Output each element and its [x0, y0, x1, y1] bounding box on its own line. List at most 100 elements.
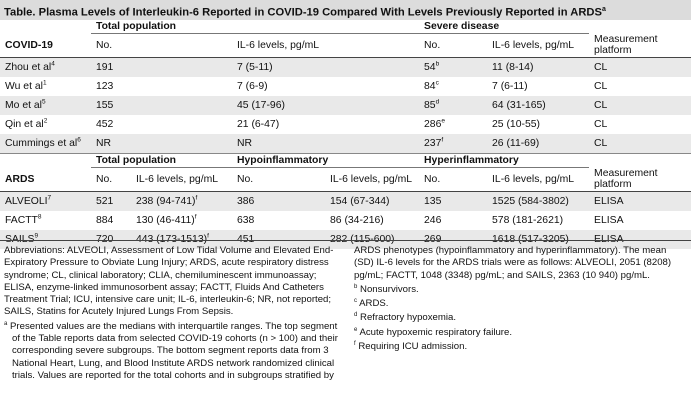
footnote-c: c ARDS.	[354, 298, 688, 310]
platform: ELISA	[594, 215, 624, 226]
reference-mark: 8	[37, 213, 42, 221]
reference-mark: 1	[42, 79, 47, 87]
total-il6: 7 (6-9)	[237, 81, 268, 92]
table-row: ALVEOLI7 521 238 (94-741)f 386 154 (67-3…	[0, 191, 691, 211]
footnote-mark: c	[435, 79, 439, 87]
covid-label: COVID-19	[5, 39, 53, 51]
footnote-a: a Presented values are the medians with …	[4, 321, 342, 382]
footnote-a-text: Presented values are the medians with in…	[10, 320, 338, 381]
footnote-mark: f	[207, 232, 209, 240]
total-il6: NR	[232, 134, 420, 154]
severe-il6: 7 (6-11)	[492, 81, 528, 92]
covid-severe-no-header: No.	[424, 40, 441, 51]
platform: CL	[589, 134, 691, 154]
footnote-mark: f	[194, 213, 197, 221]
ards-hyperinflammatory-header: Hyperinflammatory	[419, 153, 590, 168]
platform: ELISA	[589, 191, 691, 211]
footnote-c-text: ARDS.	[359, 298, 389, 310]
footnote-e-text: Acute hypoxemic respiratory failure.	[359, 326, 512, 338]
hyper-no: 269	[419, 230, 488, 249]
footnote-mark: f	[441, 136, 444, 144]
covid-total-population-header: Total population	[91, 20, 420, 34]
footnote-mark: e	[441, 117, 445, 125]
footnote-mark: f	[195, 194, 198, 202]
footnote-b-mark: b	[354, 283, 358, 290]
table-notes: Abbreviations: ALVEOLI, Assessment of Lo…	[0, 240, 691, 381]
platform: CL	[589, 57, 691, 77]
platform: ELISA	[589, 230, 691, 249]
total-il6: 443 (173-1513)	[136, 234, 208, 245]
footnote-a-mark: a	[4, 320, 8, 327]
footnote-d-mark: d	[354, 312, 358, 319]
severe-no: 237	[424, 138, 442, 149]
platform: CL	[594, 81, 608, 92]
ards-hyper-il6-header: IL-6 levels, pg/mL	[492, 174, 575, 185]
table-row: Wu et al1 123 7 (6-9) 84c 7 (6-11) CL	[0, 77, 691, 96]
covid-group-header: Total population Severe disease	[0, 20, 691, 34]
title-text: Table. Plasma Levels of Interleukin-6 Re…	[4, 6, 602, 19]
footnote-b-text: Nonsurvivors.	[360, 283, 419, 295]
footnote-c-mark: c	[354, 298, 357, 304]
footnote-f: f Requiring ICU admission.	[354, 341, 688, 353]
table-title: Table. Plasma Levels of Interleukin-6 Re…	[0, 0, 691, 20]
ards-total-population-header: Total population	[91, 153, 232, 168]
covid-total-no-header: No.	[96, 40, 113, 51]
hyper-il6: 578 (181-2621)	[492, 215, 564, 226]
covid-platform-header: Measurement platform	[594, 34, 658, 57]
hyper-il6: 1525 (584-3802)	[487, 191, 590, 211]
ards-label: ARDS	[5, 173, 35, 185]
total-il6: 130 (46-411)	[136, 215, 195, 226]
total-il6: 45 (17-96)	[232, 96, 420, 115]
hypo-no: 638	[237, 215, 255, 226]
study-name: FACTT	[5, 215, 38, 226]
covid-total-il6-header: IL-6 levels, pg/mL	[237, 40, 320, 51]
abbreviations-note: Abbreviations: ALVEOLI, Assessment of Lo…	[4, 245, 334, 318]
footnote-mark: b	[435, 60, 440, 68]
table-row: Mo et al5 155 45 (17-96) 85d 64 (31-165)…	[0, 96, 691, 115]
hypo-il6: 86 (34-216)	[330, 215, 384, 226]
hyper-no: 135	[419, 191, 488, 211]
hypo-no: 451	[232, 230, 325, 249]
covid-column-header: COVID-19 No. IL-6 levels, pg/mL No. IL-6…	[0, 34, 691, 58]
total-no: 521	[91, 191, 131, 211]
severe-no: 85	[424, 100, 436, 111]
notes-right-column: ARDS phenotypes (hypoinflammatory and hy…	[354, 245, 688, 355]
il6-table: Total population Severe disease COVID-19…	[0, 20, 691, 249]
severe-il6: 64 (31-165)	[487, 96, 590, 115]
hypo-il6: 154 (67-344)	[325, 191, 420, 211]
reference-mark: 7	[47, 194, 52, 202]
total-il6: 7 (5-11)	[232, 57, 420, 77]
table-row: SAILS9 720 443 (173-1513)f 451 282 (115-…	[0, 230, 691, 249]
reference-mark: 6	[77, 136, 81, 144]
study-name: ALVEOLI	[5, 196, 48, 207]
footnote-d-text: Refractory hypoxemia.	[360, 312, 456, 324]
hypo-il6: 282 (115-600)	[325, 230, 420, 249]
footnote-f-text: Requiring ICU admission.	[358, 341, 468, 353]
severe-no: 54	[424, 62, 436, 73]
severe-il6: 25 (10-55)	[492, 119, 540, 130]
ards-platform-header: Measurement platform	[594, 168, 658, 191]
hyper-no: 246	[424, 215, 442, 226]
ards-total-no-header: No.	[96, 174, 113, 185]
total-no: 884	[96, 215, 114, 226]
total-no: 191	[91, 57, 232, 77]
total-no: 155	[91, 96, 232, 115]
ards-total-il6-header: IL-6 levels, pg/mL	[136, 174, 219, 185]
footnote-d: d Refractory hypoxemia.	[354, 312, 688, 324]
total-no: 720	[91, 230, 131, 249]
reference-mark: 2	[43, 117, 48, 125]
total-il6: 238 (94-741)	[136, 196, 196, 207]
notes-left-column: Abbreviations: ALVEOLI, Assessment of Lo…	[4, 245, 342, 384]
covid-severe-disease-header: Severe disease	[419, 20, 590, 34]
total-no: NR	[91, 134, 232, 154]
footnote-a-continued: ARDS phenotypes (hypoinflammatory and hy…	[354, 245, 672, 281]
title-footnote-mark: a	[601, 6, 606, 13]
footnote-mark: d	[435, 98, 440, 106]
total-il6: 21 (6-47)	[237, 119, 280, 130]
footnote-b: b Nonsurvivors.	[354, 284, 688, 296]
reference-mark: 9	[34, 232, 39, 240]
severe-il6: 11 (8-14)	[487, 57, 590, 77]
study-name: Cummings et al	[5, 138, 78, 149]
table-row: Cummings et al6 NR NR 237f 26 (11-69) CL	[0, 134, 691, 154]
ards-hypoinflammatory-header: Hypoinflammatory	[232, 153, 420, 168]
